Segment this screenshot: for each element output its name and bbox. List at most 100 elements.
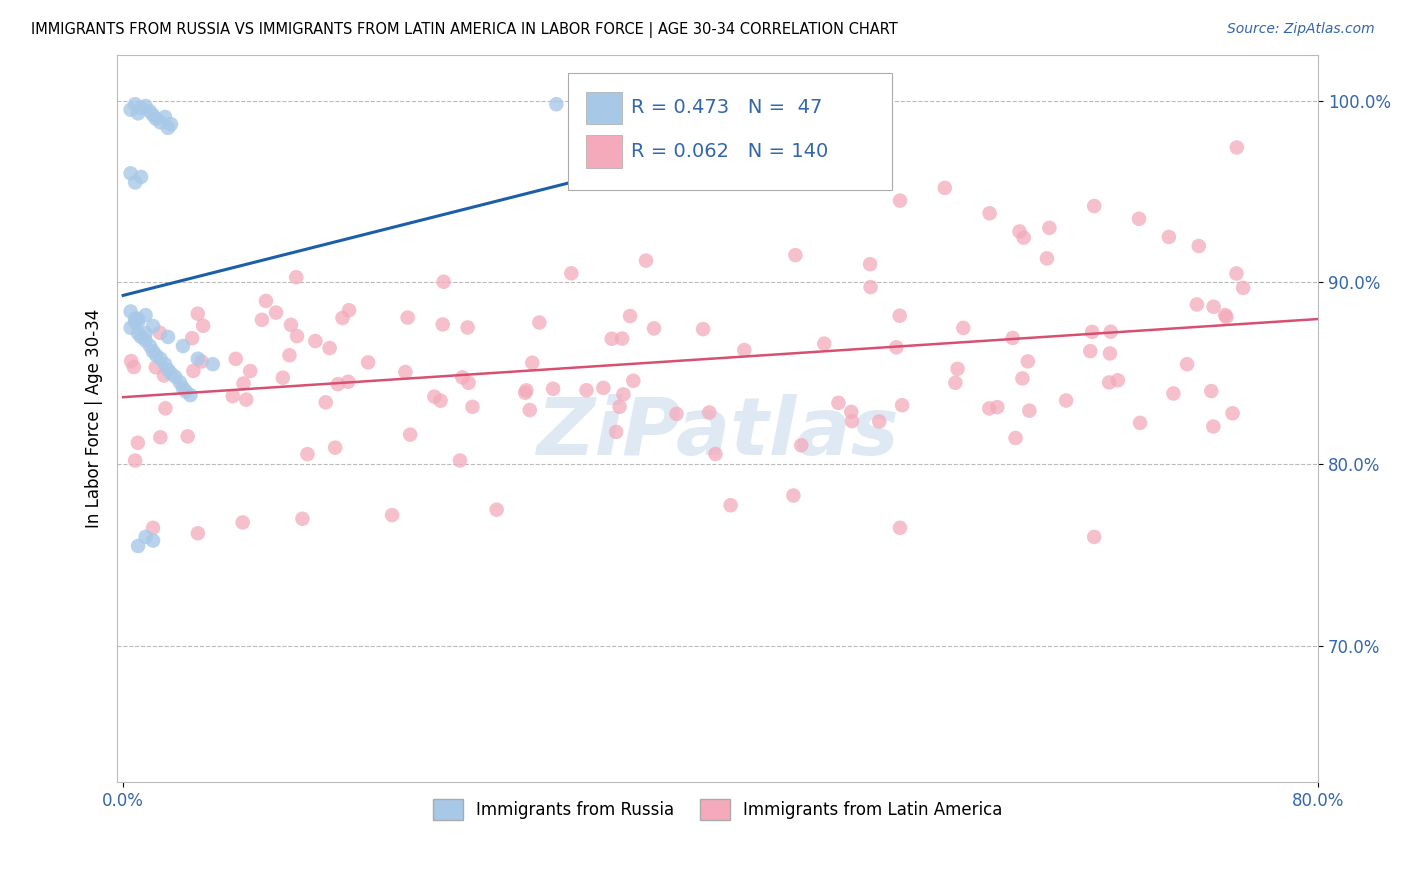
Point	[396, 310, 419, 325]
Point	[183, 364, 205, 378]
Point	[1157, 230, 1180, 244]
Point	[176, 429, 198, 443]
Point	[135, 334, 157, 348]
Point	[278, 348, 301, 362]
Point	[979, 401, 1001, 416]
Point	[142, 108, 165, 122]
Point	[127, 311, 149, 326]
Point	[1129, 416, 1152, 430]
Point	[129, 169, 152, 184]
Point	[429, 393, 451, 408]
Point	[399, 427, 422, 442]
Point	[120, 321, 142, 335]
Point	[120, 354, 142, 368]
Text: Source: ZipAtlas.com: Source: ZipAtlas.com	[1227, 22, 1375, 37]
Point	[665, 407, 688, 421]
Point	[225, 351, 247, 366]
Point	[254, 293, 277, 308]
Point	[575, 383, 598, 397]
Point	[1128, 211, 1150, 226]
Point	[733, 343, 755, 357]
Point	[1017, 354, 1039, 368]
Point	[326, 377, 349, 392]
Point	[541, 382, 564, 396]
Point	[394, 365, 416, 379]
Point	[1036, 252, 1059, 266]
Point	[457, 320, 479, 334]
Point	[332, 310, 354, 325]
Point	[432, 318, 454, 332]
Point	[304, 334, 326, 348]
Point	[634, 253, 657, 268]
Point	[612, 387, 634, 401]
Point	[235, 392, 257, 407]
Point	[315, 395, 337, 409]
Point	[697, 405, 720, 419]
Point	[621, 374, 644, 388]
Point	[782, 488, 804, 502]
Point	[160, 117, 183, 131]
Point	[1098, 376, 1121, 390]
Point	[222, 389, 245, 403]
Point	[1098, 346, 1121, 360]
FancyBboxPatch shape	[568, 73, 891, 190]
Point	[546, 97, 568, 112]
Point	[187, 526, 209, 541]
Point	[187, 351, 209, 366]
Point	[165, 370, 187, 384]
Bar	[586, 92, 621, 124]
Point	[232, 516, 254, 530]
Text: R = 0.473   N =  47: R = 0.473 N = 47	[631, 98, 823, 117]
Point	[181, 331, 204, 345]
Point	[934, 181, 956, 195]
Point	[1225, 267, 1247, 281]
Point	[889, 309, 911, 323]
Point	[1213, 308, 1236, 322]
Point	[986, 400, 1008, 414]
Text: ZiPatlas: ZiPatlas	[537, 394, 898, 472]
Point	[423, 390, 446, 404]
Point	[560, 266, 582, 280]
Text: R = 0.062   N = 140: R = 0.062 N = 140	[631, 142, 828, 161]
Point	[1226, 140, 1249, 154]
Point	[271, 370, 294, 384]
Point	[519, 403, 541, 417]
Point	[868, 414, 890, 428]
Point	[135, 530, 157, 544]
Point	[1175, 357, 1198, 371]
Point	[1099, 325, 1122, 339]
Point	[889, 194, 911, 208]
Point	[239, 364, 262, 378]
Point	[127, 106, 149, 120]
Point	[1222, 406, 1244, 420]
Point	[160, 366, 183, 380]
Point	[979, 206, 1001, 220]
Point	[120, 103, 142, 117]
Point	[943, 376, 966, 390]
Point	[827, 396, 849, 410]
Point	[1163, 386, 1185, 401]
Point	[357, 355, 380, 369]
Point	[610, 332, 633, 346]
Point	[142, 344, 165, 359]
Point	[187, 307, 209, 321]
Point	[813, 336, 835, 351]
Point	[886, 340, 908, 354]
Point	[381, 508, 404, 522]
Point	[191, 318, 214, 333]
Point	[529, 316, 551, 330]
Point	[485, 502, 508, 516]
Point	[145, 112, 167, 126]
Point	[153, 110, 176, 124]
Point	[1011, 371, 1033, 385]
Point	[522, 356, 544, 370]
Point	[124, 97, 146, 112]
Point	[692, 322, 714, 336]
Point	[1083, 530, 1105, 544]
Point	[127, 539, 149, 553]
Point	[156, 330, 179, 344]
Point	[139, 339, 162, 353]
Point	[1185, 297, 1208, 311]
Point	[127, 326, 149, 341]
Point	[285, 270, 308, 285]
